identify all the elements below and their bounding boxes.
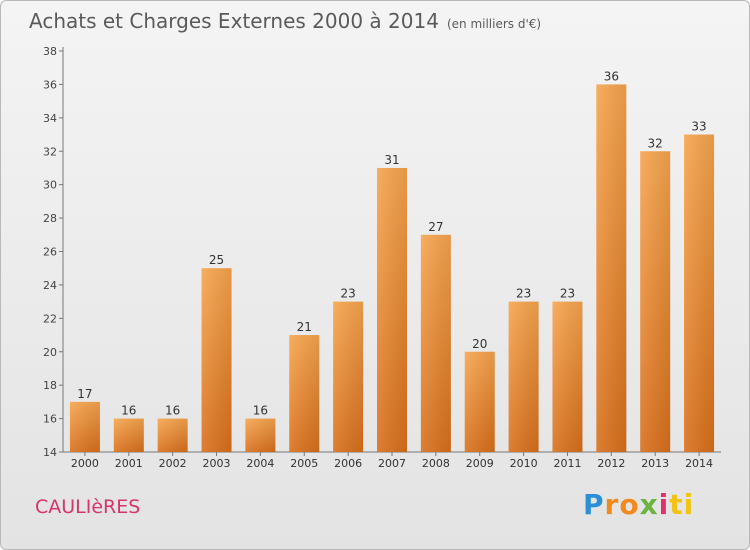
x-tick-label: 2000	[71, 457, 99, 470]
y-tick-label: 34	[43, 112, 57, 125]
x-tick-label: 2012	[597, 457, 625, 470]
x-tick-label: 2001	[115, 457, 143, 470]
bar-shade	[464, 351, 495, 452]
x-tick-label: 2008	[422, 457, 450, 470]
y-tick-label: 18	[43, 379, 57, 392]
x-tick-label: 2009	[466, 457, 494, 470]
y-tick-label: 32	[43, 145, 57, 158]
bar-value-label: 21	[297, 320, 312, 334]
chart-title-text: Achats et Charges Externes 2000 à 2014	[29, 9, 439, 33]
bar-value-label: 23	[516, 287, 531, 301]
bar-shade	[420, 234, 451, 452]
bar-shade	[377, 167, 407, 453]
y-tick-label: 36	[43, 78, 57, 91]
bar-value-label: 20	[472, 337, 487, 351]
bar-shade	[552, 301, 583, 452]
data-labels: 17 2000 16 2001 16 2002 25 2003 16 2004 21 2005 23 20…	[71, 69, 713, 470]
bar-value-label: 31	[384, 153, 399, 167]
bar-shade	[245, 418, 276, 452]
x-tick-label: 2007	[378, 457, 406, 470]
bar-value-label: 17	[77, 387, 92, 401]
x-tick-label: 2014	[685, 457, 713, 470]
bar-value-label: 16	[121, 404, 136, 418]
y-tick-label: 16	[43, 413, 57, 426]
x-tick-label: 2002	[159, 457, 187, 470]
bar-value-label: 32	[648, 136, 663, 150]
bars	[69, 84, 715, 453]
axes: 14 16 18 20 22 24 26 28 30 32 34 36 38	[43, 45, 721, 459]
x-tick-label: 2013	[641, 457, 669, 470]
bar-shade	[333, 301, 364, 452]
chart-unit: (en milliers d'€)	[446, 17, 542, 31]
y-tick-label: 14	[43, 446, 57, 459]
bar-value-label: 27	[428, 220, 443, 234]
bar-shade	[508, 301, 539, 452]
bar-value-label: 16	[253, 404, 268, 418]
y-tick-label: 22	[43, 312, 57, 325]
x-tick-label: 2005	[290, 457, 318, 470]
y-tick-label: 30	[43, 179, 57, 192]
bar-shade	[113, 418, 144, 452]
bar-shade	[201, 268, 232, 452]
y-tick-label: 28	[43, 212, 57, 225]
bar-value-label: 25	[209, 253, 224, 267]
commune-name: CAULIèRES	[35, 496, 141, 518]
bar-value-label: 36	[604, 69, 619, 83]
bar-value-label: 16	[165, 404, 180, 418]
x-tick-label: 2011	[553, 457, 581, 470]
bar-shade	[640, 151, 671, 452]
y-tick-label: 38	[43, 45, 57, 58]
bar-value-label: 23	[560, 287, 575, 301]
x-tick-label: 2010	[510, 457, 538, 470]
bar-shade	[684, 134, 715, 452]
chart-title: Achats et Charges Externes 2000 à 2014 (e…	[29, 9, 541, 33]
x-tick-label: 2004	[246, 457, 274, 470]
x-tick-label: 2006	[334, 457, 362, 470]
bar-shade	[289, 335, 320, 452]
proxiti-logo: Proxiti	[583, 488, 695, 521]
bar-value-label: 33	[691, 120, 706, 134]
bar-shade	[157, 418, 188, 452]
x-tick-label: 2003	[203, 457, 231, 470]
y-tick-label: 24	[43, 279, 57, 292]
y-tick-label: 20	[43, 346, 57, 359]
bar-value-label: 23	[340, 287, 355, 301]
bar-shade	[69, 401, 100, 452]
y-tick-label: 26	[43, 246, 57, 259]
bar-shade	[596, 84, 627, 453]
